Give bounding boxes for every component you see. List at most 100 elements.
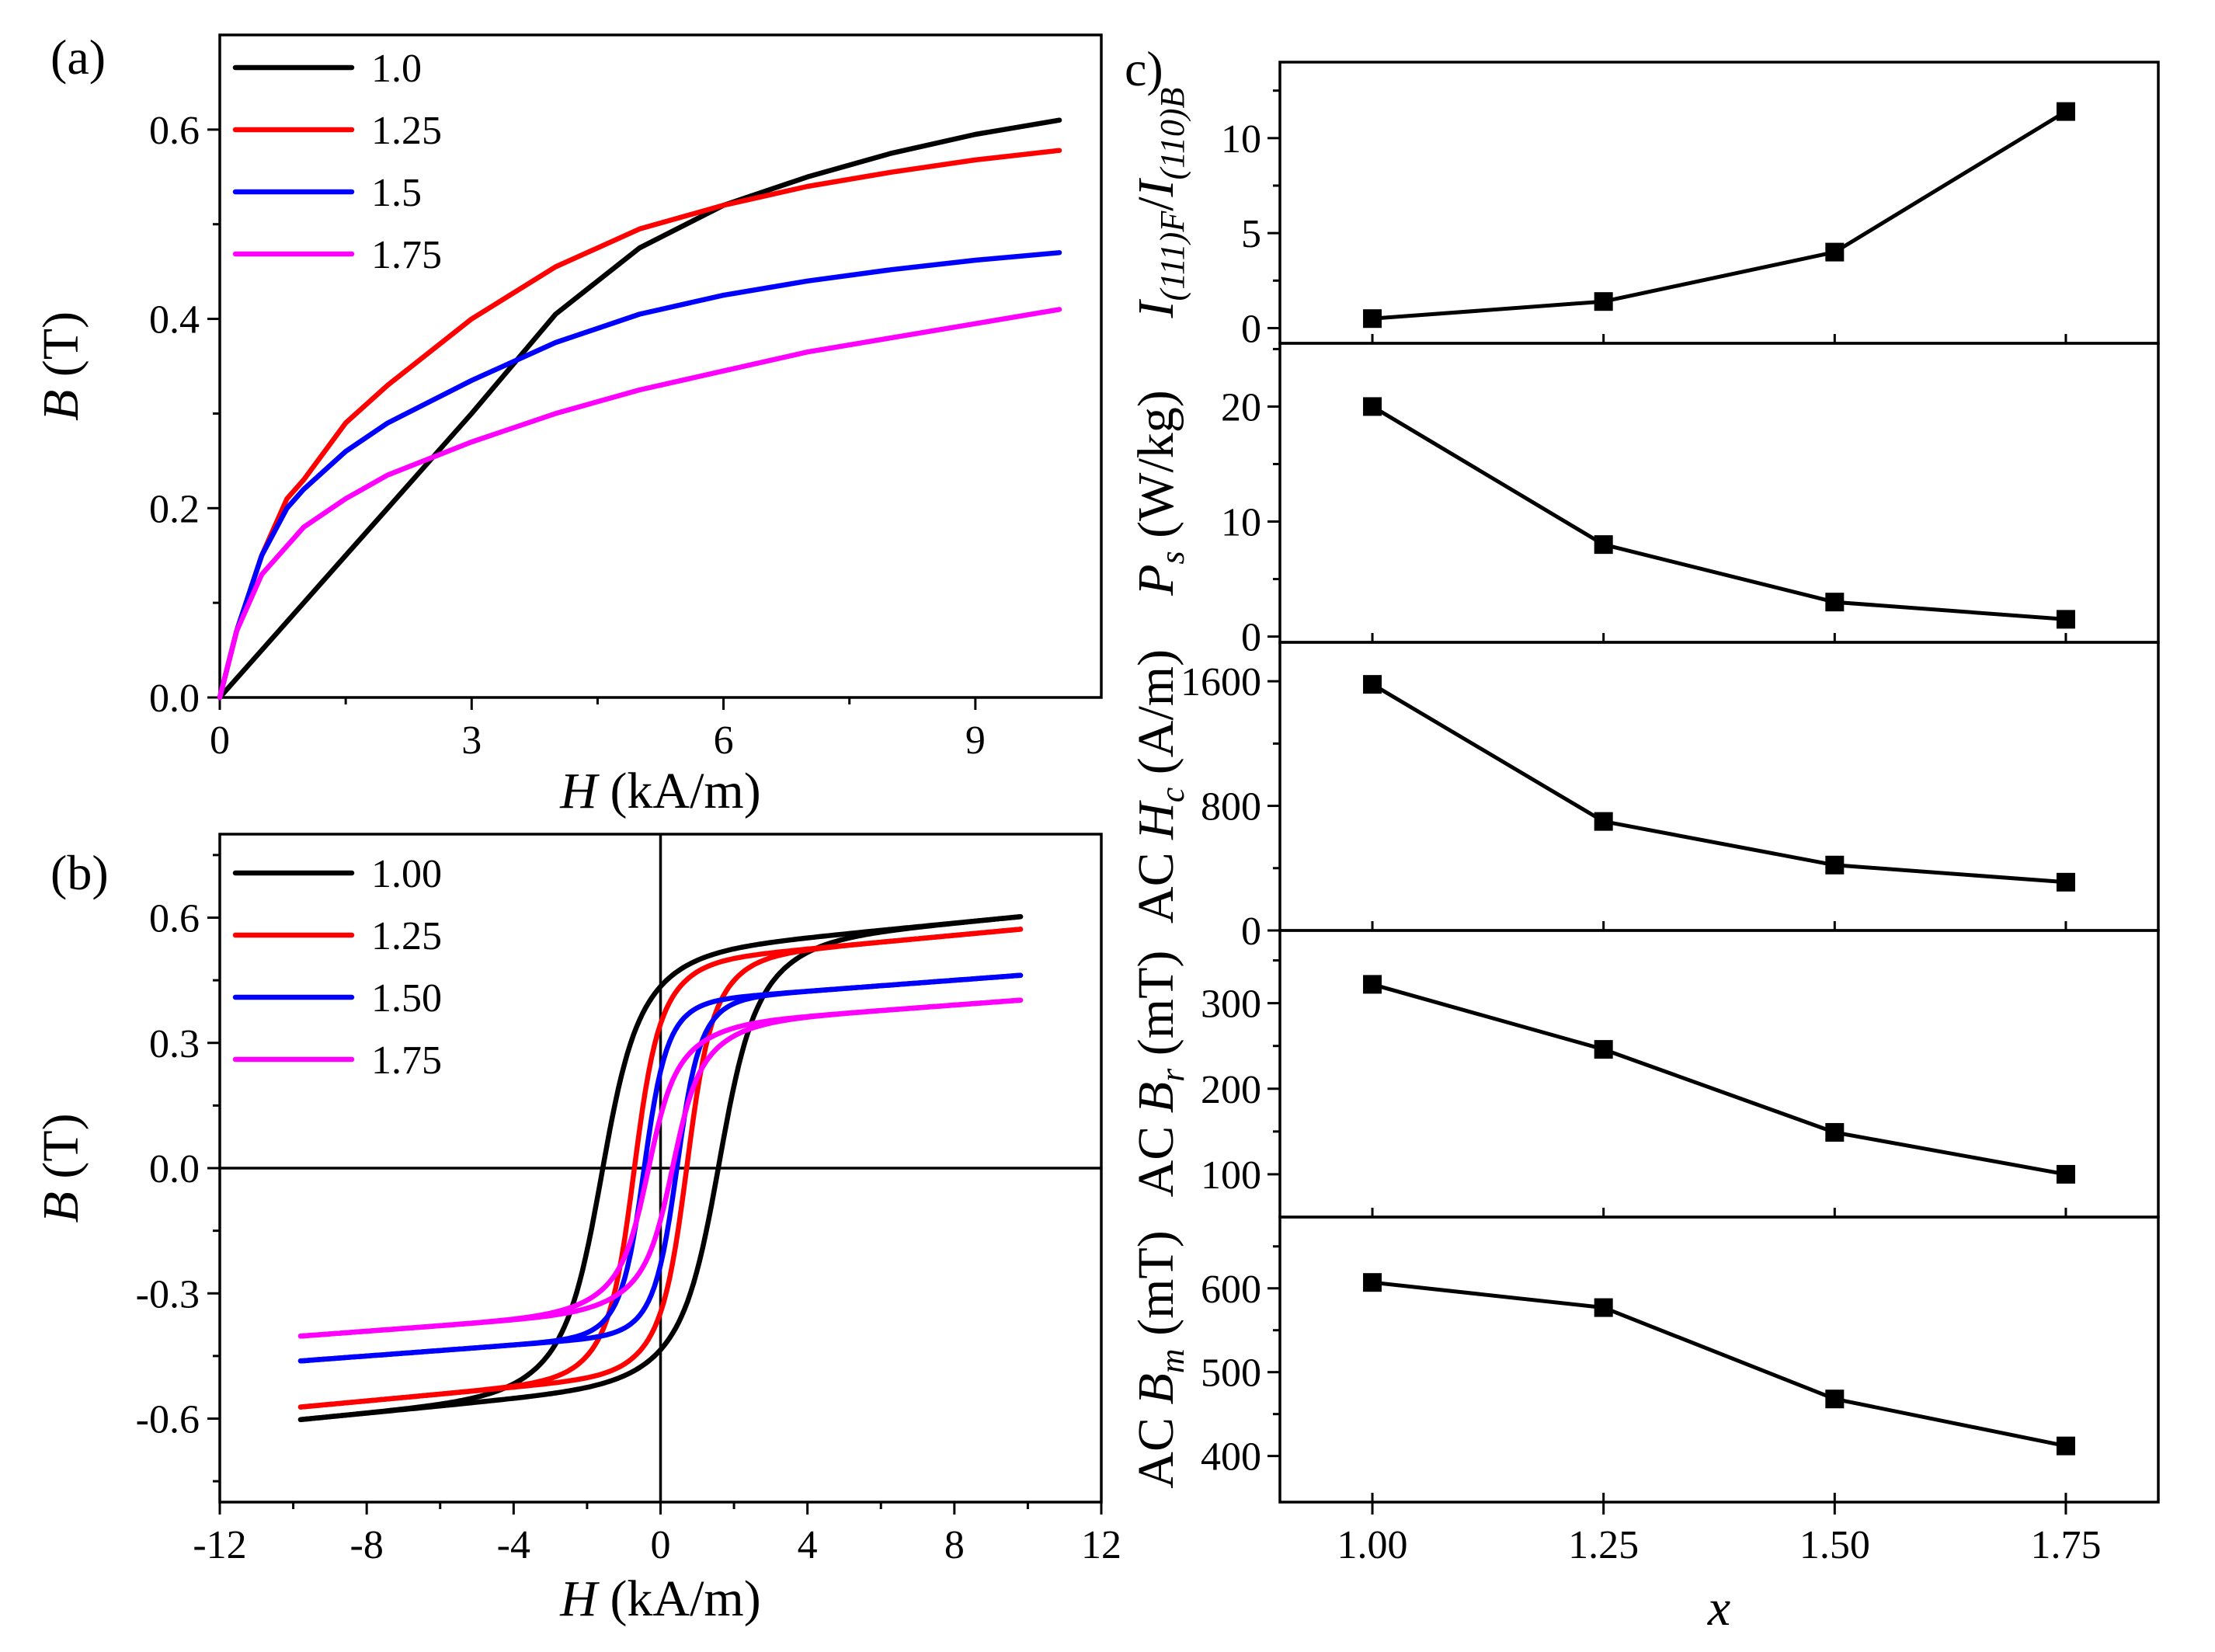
legend-label: 1.75 — [371, 233, 442, 277]
y-tick-label: 0.2 — [149, 487, 200, 531]
x-tick-label: 1.75 — [2030, 1523, 2101, 1567]
panel-a: 0 3 6 9 0.0 0.2 0.4 0.6 H (kA/m) B (T) (a) 1.0 1.25 1… — [33, 30, 1103, 819]
subplot-frame — [1278, 641, 2160, 932]
data-point — [1363, 1273, 1382, 1292]
data-point — [2056, 102, 2075, 121]
legend-label: 1.25 — [371, 109, 442, 153]
y-label-part: I — [1128, 177, 1184, 197]
data-point — [1594, 535, 1613, 555]
y-axis-unit: (T) — [33, 311, 89, 390]
y-label-part: (W/kg) — [1128, 390, 1184, 551]
y-axis-label: B (T) — [33, 311, 89, 421]
legend-label: 1.75 — [371, 1038, 442, 1083]
y-axis-unit: (T) — [33, 1113, 89, 1191]
x-tick-label: 3 — [461, 718, 482, 763]
legend-label: 1.25 — [371, 914, 442, 958]
y-tick-label: 800 — [1201, 785, 1261, 829]
y-tick-label: 0 — [1241, 307, 1261, 351]
series-line — [1372, 982, 2067, 1177]
y-tick-label: 0.6 — [149, 109, 200, 153]
legend-label: 1.00 — [371, 852, 442, 896]
panel-label: c) — [1125, 41, 1163, 96]
y-tick-label: 10 — [1221, 117, 1261, 162]
x-axis-unit: (kA/m) — [597, 1570, 761, 1627]
y-tick-label: 1600 — [1181, 660, 1261, 704]
y-axis-label: AC Br (mT) — [1128, 951, 1191, 1198]
y-tick-label: 0.0 — [149, 1147, 200, 1191]
x-axis-unit: (kA/m) — [597, 763, 761, 819]
loop-descending-1.25 — [297, 927, 1024, 1410]
x-axis-label: H (kA/m) — [559, 763, 760, 819]
series-line — [1371, 682, 2067, 885]
x-tick-label: -4 — [497, 1523, 530, 1567]
y-tick-label: 0 — [1241, 616, 1261, 660]
subplot-frame — [1278, 61, 2160, 345]
y-tick-label: 0.0 — [149, 676, 200, 721]
y-label-part: H — [1128, 800, 1184, 840]
data-point — [2056, 1436, 2075, 1455]
y-tick-label: -0.6 — [136, 1398, 200, 1442]
x-axis-symbol: H — [559, 1570, 600, 1627]
y-axis-label: AC Hc (A/m) — [1128, 649, 1191, 923]
x-tick-label: 1.25 — [1568, 1523, 1639, 1567]
data-point — [1363, 975, 1382, 994]
y-tick-label: 300 — [1201, 983, 1261, 1027]
x-tick-label: 0 — [651, 1523, 671, 1567]
curve-1.25 — [217, 148, 1062, 701]
data-point — [1825, 1122, 1845, 1142]
subplot-frame — [1278, 929, 2160, 1219]
loop-descending-1.00 — [297, 913, 1024, 1422]
y-axis-symbol: B — [33, 390, 89, 421]
y-label-part: c — [1153, 787, 1191, 802]
data-point — [1825, 593, 1845, 612]
subplot-Ps: 0 10 20 Ps (W/kg) — [1128, 342, 2160, 660]
x-tick-label: 12 — [1081, 1523, 1121, 1567]
legend-label: 1.0 — [371, 47, 422, 91]
y-axis-label: I(111)F/I(110)B — [1128, 88, 1191, 319]
panel-label: (a) — [50, 30, 106, 85]
x-tick-label: 8 — [944, 1523, 965, 1567]
y-label-part: I — [1128, 298, 1184, 318]
data-point — [1825, 1389, 1845, 1409]
y-label-part: AC — [1128, 840, 1184, 923]
panel-label: (b) — [50, 845, 109, 900]
x-tick-label: 1.50 — [1799, 1523, 1870, 1567]
y-label-part: (mT) — [1128, 1230, 1184, 1348]
y-tick-label: 0.4 — [149, 298, 200, 343]
y-axis-label: Ps (W/kg) — [1128, 390, 1191, 596]
data-point — [2056, 872, 2075, 892]
y-label-part: s — [1153, 551, 1191, 564]
y-tick-label: 100 — [1201, 1153, 1261, 1198]
y-tick-label: 10 — [1221, 501, 1261, 545]
y-label-part: B — [1128, 1373, 1184, 1404]
y-label-part: r — [1153, 1068, 1191, 1082]
subplot-frame — [1278, 1216, 2160, 1504]
data-point — [2056, 1164, 2075, 1184]
y-tick-label: 0 — [1241, 909, 1261, 954]
y-axis-symbol: B — [33, 1191, 89, 1222]
data-point — [1363, 675, 1382, 694]
subplot-frame — [1278, 342, 2160, 644]
series-line — [1371, 405, 2067, 621]
x-tick-label: -12 — [193, 1523, 246, 1567]
y-label-part: (A/m) — [1128, 649, 1184, 788]
y-label-part: (111)F — [1153, 210, 1191, 301]
y-tick-label: 0.3 — [149, 1022, 200, 1066]
data-point — [1363, 309, 1382, 329]
y-label-part: m — [1153, 1348, 1191, 1373]
y-axis-label: B (T) — [33, 1113, 89, 1222]
data-point — [2056, 610, 2075, 629]
curve-1.0 — [217, 117, 1062, 701]
y-tick-label: 200 — [1201, 1068, 1261, 1112]
x-axis-label: x — [1707, 1580, 1730, 1636]
y-tick-label: -0.3 — [136, 1272, 200, 1316]
x-tick-label: -8 — [350, 1523, 384, 1567]
loop-descending-1.50 — [297, 972, 1024, 1364]
y-tick-label: 400 — [1201, 1435, 1261, 1480]
y-label-part: (mT) — [1128, 951, 1184, 1069]
